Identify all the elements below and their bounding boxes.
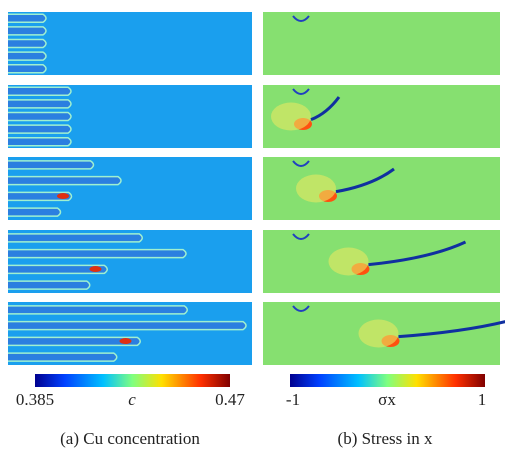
- finger: [8, 52, 46, 60]
- finger: [8, 87, 71, 95]
- finger: [8, 281, 90, 289]
- hot-spot: [120, 338, 132, 344]
- finger: [8, 161, 94, 169]
- finger: [8, 353, 117, 361]
- caption: (b) Stress in x: [338, 429, 433, 448]
- colorbar-max: 0.47: [215, 390, 245, 409]
- finger: [8, 177, 121, 185]
- finger: [8, 125, 71, 133]
- colorbar-symbol: σx: [378, 390, 396, 409]
- panels: [8, 12, 505, 365]
- finger: [8, 234, 142, 242]
- finger: [8, 250, 186, 258]
- figure: 0.385 c 0.47 -1 σx 1 (a) Cu concentratio…: [0, 0, 505, 454]
- finger: [8, 14, 46, 22]
- colorbar-min: 0.385: [16, 390, 54, 409]
- colorbar-left: [35, 374, 230, 387]
- colorbar-min: -1: [286, 390, 300, 409]
- colorbar-symbol: c: [128, 390, 136, 409]
- finger: [8, 100, 71, 108]
- stress-mid: [296, 175, 336, 203]
- colorbar-max: 1: [478, 390, 487, 409]
- caption: (a) Cu concentration: [60, 429, 200, 448]
- finger: [8, 65, 46, 73]
- hot-spot: [90, 266, 102, 272]
- finger: [8, 27, 46, 35]
- finger: [8, 138, 71, 146]
- stress-mid: [359, 320, 399, 348]
- colorbar-right: [290, 374, 485, 387]
- stress-mid: [329, 248, 369, 276]
- finger: [8, 322, 246, 330]
- finger: [8, 306, 187, 314]
- finger: [8, 40, 46, 48]
- finger: [8, 208, 61, 216]
- finger: [8, 113, 71, 121]
- stress-mid: [271, 103, 311, 131]
- hot-spot: [57, 193, 69, 199]
